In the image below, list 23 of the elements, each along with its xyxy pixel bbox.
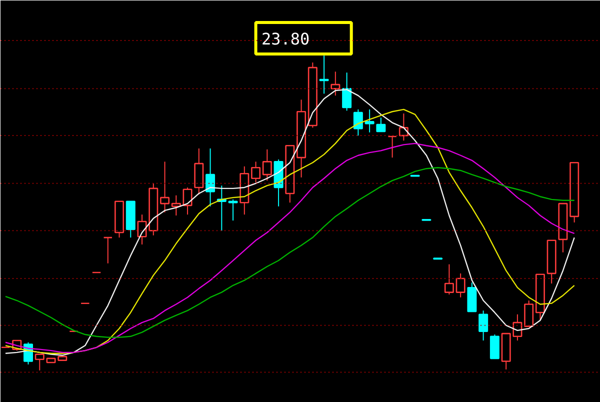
candlestick <box>330 71 340 96</box>
candlestick <box>353 108 363 136</box>
candlestick <box>388 136 398 158</box>
candlestick <box>342 72 352 112</box>
candlestick <box>444 264 454 296</box>
candlestick <box>251 161 261 183</box>
candlestick <box>376 117 386 132</box>
candlestick <box>103 236 113 264</box>
candlestick <box>456 272 466 298</box>
candlestick <box>228 198 238 222</box>
candlestick <box>319 55 329 94</box>
candlestick <box>467 282 477 312</box>
candlestick <box>206 148 216 207</box>
candlestick <box>160 161 170 213</box>
candlestick <box>262 148 272 182</box>
candlestick <box>364 108 374 133</box>
candlestick <box>194 148 204 195</box>
candlestick <box>478 310 488 341</box>
candlestick <box>34 354 44 371</box>
text: 23.80 <box>261 29 310 48</box>
candlestick <box>524 300 534 327</box>
candlestick <box>182 186 192 216</box>
candlestick <box>490 334 500 360</box>
